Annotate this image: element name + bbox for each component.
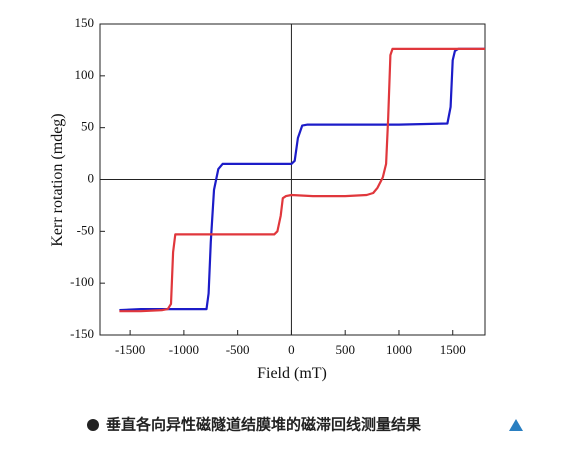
y-tick-label: 0 — [88, 170, 95, 185]
y-tick-label: 150 — [75, 15, 95, 30]
y-tick-label: 100 — [75, 67, 95, 82]
caption-bullet — [87, 419, 99, 431]
y-tick-label: 50 — [81, 119, 94, 134]
y-axis-label: Kerr rotation (mdeg) — [49, 113, 66, 246]
series-line — [119, 47, 485, 313]
y-tick-label: -50 — [77, 222, 94, 237]
x-tick-label: 1000 — [386, 342, 412, 357]
x-tick-label: 0 — [288, 342, 295, 357]
x-tick-label: 1500 — [440, 342, 466, 357]
x-axis-label: Field (mT) — [257, 365, 327, 382]
series-line — [119, 47, 485, 312]
caption: 垂直各向异性磁隧道结膜堆的磁滞回线测量结果 — [106, 416, 422, 434]
y-tick-label: -100 — [70, 274, 94, 289]
x-tick-label: -1000 — [169, 342, 199, 357]
y-tick-label: -150 — [70, 326, 94, 341]
x-tick-label: -1500 — [115, 342, 145, 357]
x-tick-label: 500 — [335, 342, 355, 357]
x-tick-label: -500 — [226, 342, 250, 357]
caption-triangle — [509, 419, 523, 431]
